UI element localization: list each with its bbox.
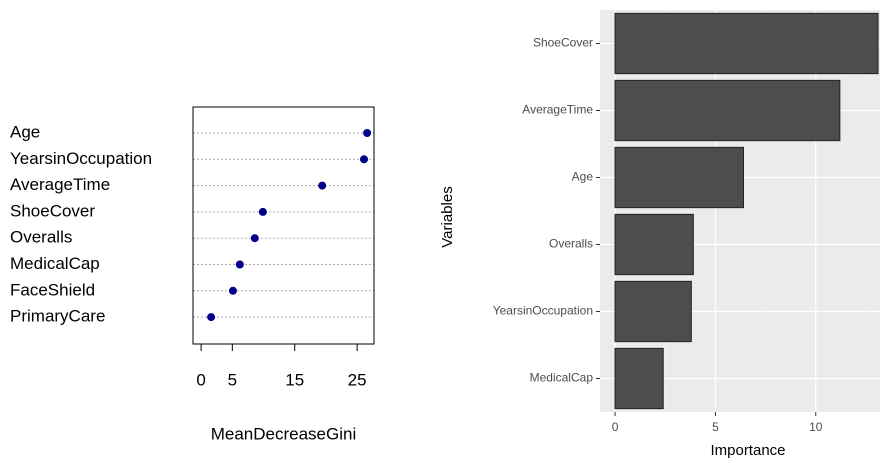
x-tick-label: 25 — [348, 370, 367, 389]
y-tick-label: Age — [572, 170, 594, 184]
y-tick-label: PrimaryCare — [10, 307, 105, 326]
y-axis-label: Variables — [439, 186, 456, 247]
y-tick-label: YearsinOccupation — [493, 304, 593, 318]
bar — [614, 79, 841, 142]
x-tick-label: 0 — [612, 420, 619, 434]
bar — [614, 12, 879, 75]
dot — [258, 207, 267, 216]
x-tick-label: 0 — [196, 370, 205, 389]
bar — [614, 280, 692, 343]
dot — [360, 155, 369, 164]
panel — [600, 10, 880, 412]
x-axis-label: MeanDecreaseGini — [211, 424, 357, 443]
x-tick-label: 10 — [809, 420, 823, 434]
dot — [363, 129, 372, 137]
y-tick-label: Overalls — [10, 228, 72, 247]
dot — [318, 181, 327, 190]
y-tick-label: Overalls — [549, 237, 593, 251]
dot — [250, 234, 259, 243]
bar — [614, 213, 694, 276]
dot — [235, 260, 244, 269]
x-axis-label: Importance — [710, 442, 785, 458]
y-tick-label: FaceShield — [10, 280, 95, 299]
dot — [207, 313, 216, 322]
plot-frame — [192, 106, 375, 345]
y-tick-label: ShoeCover — [533, 36, 593, 50]
bar — [614, 347, 664, 410]
y-tick-label: Age — [10, 122, 40, 141]
y-tick-label: ShoeCover — [10, 201, 95, 220]
y-tick-label: MedicalCap — [530, 371, 594, 385]
y-tick-label: AverageTime — [522, 103, 593, 117]
dot — [228, 286, 237, 295]
x-tick-label: 5 — [712, 420, 719, 434]
x-tick-label: 15 — [285, 370, 304, 389]
y-tick-label: MedicalCap — [10, 254, 100, 273]
y-tick-label: AverageTime — [10, 175, 110, 194]
bar — [614, 146, 745, 209]
y-tick-label: YearsinOccupation — [10, 149, 152, 168]
x-tick-label: 5 — [228, 370, 237, 389]
